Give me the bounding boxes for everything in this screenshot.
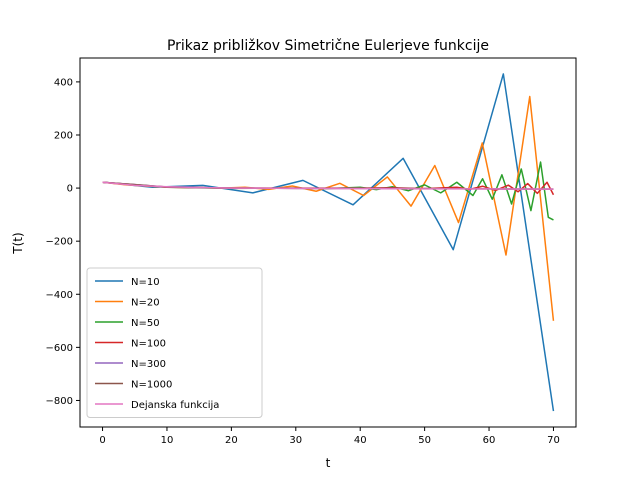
legend: N=10 N=20 N=50 N=100 N=300 N=1000 Dejanska fun… <box>86 267 263 418</box>
y-axis-label: T(t) <box>11 232 25 254</box>
y-tick-label: −400 <box>46 290 73 301</box>
x-tick-label: 30 <box>289 435 302 446</box>
legend-label: N=10 <box>131 277 160 288</box>
ticks-layer: 0 10 20 30 40 50 60 70 −800 −600 −400 −200 0 200 400 <box>46 77 560 446</box>
chart-title: Prikaz približkov Simetrične Eulerjeve f… <box>167 38 489 54</box>
x-axis-label: t <box>326 456 331 470</box>
y-tick-label: −800 <box>46 396 73 407</box>
y-tick-label: −200 <box>46 237 73 248</box>
plot-area-frame <box>79 57 577 428</box>
x-tick-label: 0 <box>99 435 105 446</box>
x-tick-label: 60 <box>483 435 496 446</box>
x-tick-label: 70 <box>547 435 560 446</box>
legend-box <box>86 267 263 418</box>
legend-label: Dejanska funkcija <box>131 400 219 411</box>
y-tick-label: 400 <box>54 77 73 88</box>
series-layer <box>102 73 555 412</box>
legend-label: N=300 <box>131 359 166 370</box>
legend-label: N=1000 <box>131 380 172 391</box>
y-tick-label: 200 <box>54 130 73 141</box>
series-line-7 <box>102 181 554 190</box>
y-tick-label: 0 <box>67 184 73 195</box>
x-tick-label: 40 <box>354 435 367 446</box>
x-tick-label: 10 <box>161 435 174 446</box>
y-tick-label: −600 <box>46 343 73 354</box>
x-tick-label: 50 <box>418 435 431 446</box>
legend-label: N=20 <box>131 298 160 309</box>
legend-label: N=50 <box>131 318 160 329</box>
legend-label: N=100 <box>131 339 166 350</box>
x-tick-label: 20 <box>225 435 238 446</box>
